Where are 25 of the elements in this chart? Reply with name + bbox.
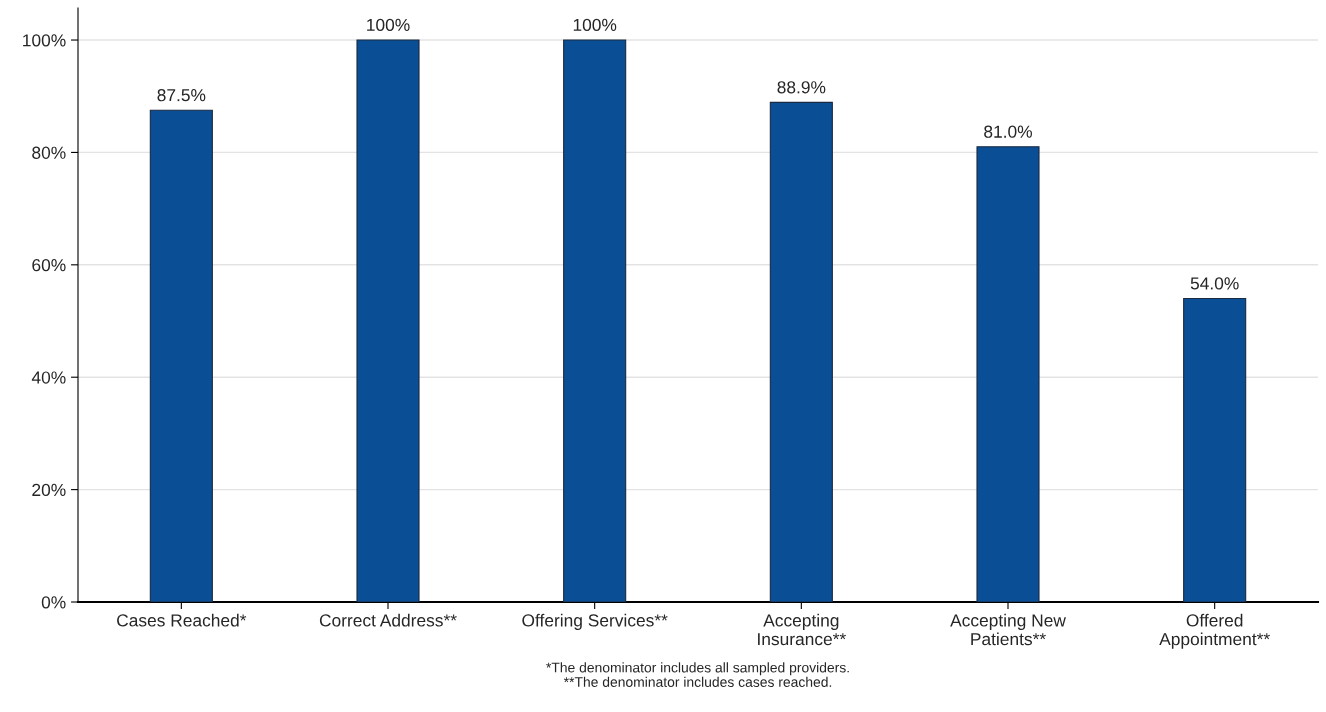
x-tick-label: Offered Appointment** <box>1159 613 1270 649</box>
bar <box>1183 297 1247 602</box>
y-tick-label: 20% <box>32 483 66 497</box>
x-tick-label: Cases Reached* <box>117 613 247 627</box>
bar <box>356 39 420 602</box>
x-tick-label: Accepting New Patients** <box>950 613 1066 646</box>
y-tick-label: 100% <box>23 34 66 47</box>
bar <box>769 101 833 602</box>
data-label: 88.9% <box>777 81 826 94</box>
data-label: 100% <box>573 18 617 32</box>
data-label: 100% <box>367 18 410 32</box>
text: *The denominator includes all sampled providers. **The denominator includes cases reached. <box>546 662 849 687</box>
x-tick-label: Correct Address** <box>319 613 457 627</box>
y-tick-label: 60% <box>32 258 66 272</box>
y-tick-label: 40% <box>31 371 66 384</box>
data-label: 81.0% <box>984 125 1032 138</box>
bar <box>563 39 627 602</box>
x-tick-label: Offering Services** <box>522 613 668 630</box>
data-label: 87.5% <box>157 89 206 102</box>
y-tick-label: 0% <box>41 596 66 609</box>
data-label: 54.0% <box>1190 277 1239 290</box>
y-tick-label: 80% <box>32 146 66 159</box>
x-tick-label: Accepting Insurance** <box>758 613 846 646</box>
bar <box>976 146 1040 602</box>
bar <box>149 109 213 602</box>
